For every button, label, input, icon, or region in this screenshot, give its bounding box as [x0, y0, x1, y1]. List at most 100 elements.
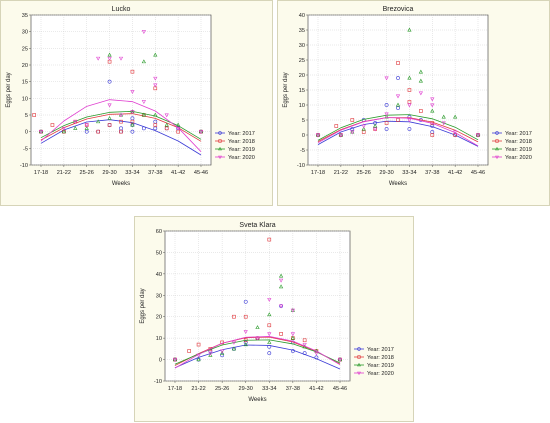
fit-curve [174, 336, 341, 369]
legend-marker [218, 139, 222, 143]
data-point-square [384, 121, 389, 125]
data-point-square [334, 124, 339, 128]
x-tick-label: 37-38 [148, 170, 162, 176]
x-tick-label: 37-38 [286, 386, 300, 392]
data-point-square [302, 338, 307, 343]
data-point-triangle [441, 114, 446, 119]
legend-marker [357, 362, 361, 367]
x-tick-label: 29-30 [239, 386, 253, 392]
legend-label: Year: 2019 [228, 147, 255, 153]
y-axis-label: Eggs per day [283, 72, 289, 107]
data-point-triangle-down [290, 332, 295, 337]
legend-marker [218, 131, 222, 135]
data-point-square [430, 133, 435, 137]
panel-sveta-klara: -10 0 10 20 30 40 50 60 17-18 21-22 25-26 29-30 33-3… [134, 216, 414, 422]
y-tick-label: 30 [22, 30, 28, 36]
data-point-triangle [107, 116, 112, 120]
data-point-triangle-down [96, 56, 101, 61]
data-point-triangle [141, 112, 146, 117]
y-tick-label: 5 [302, 118, 305, 124]
x-tick-label: 21-22 [334, 170, 348, 176]
data-point-triangle [407, 75, 412, 80]
data-point-triangle [395, 102, 401, 107]
y-tick-label: 25 [22, 46, 28, 52]
data-point-triangle-down [338, 133, 343, 138]
data-point-triangle-down [302, 343, 307, 347]
data-point-square [396, 61, 400, 65]
legend-label: Year: 2019 [367, 363, 394, 369]
x-tick-label: 41-42 [171, 170, 185, 176]
x-tick-label: 41-42 [309, 386, 323, 392]
legend-marker [495, 131, 499, 135]
data-point-triangle-down [475, 133, 481, 138]
data-point-square [243, 314, 248, 319]
data-point-triangle [141, 59, 146, 64]
legend-label: Year: 2020 [228, 155, 255, 161]
x-tick-label: 33-34 [262, 386, 276, 392]
panel-lucko: -10 -5 0 5 10 15 20 25 30 35 17-18 21-22 25-26 29-30 3… [0, 0, 273, 206]
fit-curve [317, 114, 479, 141]
data-point-triangle-down [153, 76, 158, 81]
data-point-square [119, 119, 123, 124]
y-tick-label: 20 [299, 73, 305, 79]
legend-marker [357, 355, 361, 359]
data-point-triangle [278, 273, 284, 278]
x-tick-label: 17-18 [311, 170, 325, 176]
y-tick-label: 50 [156, 250, 162, 256]
data-point-triangle-down [337, 358, 343, 362]
x-tick-label: 29-30 [379, 170, 393, 176]
fit-curve [40, 110, 202, 140]
x-tick-label: 45-46 [471, 170, 485, 176]
series-3 [38, 30, 204, 152]
x-tick-label: 33-34 [125, 170, 139, 176]
data-point-triangle [453, 114, 458, 119]
y-tick-label: 20 [156, 315, 162, 321]
data-point-square [419, 109, 423, 113]
y-tick-label: 30 [156, 293, 162, 299]
legend-label: Year: 2020 [367, 371, 394, 377]
data-point-square [50, 123, 55, 127]
data-point-triangle-down [441, 121, 446, 126]
y-tick-label: 5 [25, 113, 28, 119]
data-point-circle [130, 129, 135, 134]
y-tick-label: 0 [25, 130, 28, 136]
data-point-circle [384, 127, 389, 131]
data-point-triangle-down [118, 113, 124, 118]
data-point-triangle [267, 340, 272, 344]
legend-marker [495, 139, 499, 143]
data-point-square [164, 126, 169, 131]
data-point-triangle-down [384, 76, 389, 81]
data-point-triangle-down [315, 133, 321, 138]
x-tick-label: 37-38 [425, 170, 439, 176]
data-point-square [130, 69, 135, 74]
y-tick-label: -10 [297, 163, 305, 169]
legend-label: Year: 2017 [367, 347, 394, 353]
chart-svg: -10 0 10 20 30 40 50 60 17-18 21-22 25-26 29-30 33-3… [140, 222, 394, 403]
x-tick-label: 25-26 [357, 170, 371, 176]
data-point-square [96, 129, 100, 134]
data-point-square [32, 113, 36, 117]
data-point-circle [220, 353, 225, 358]
data-point-triangle-down [141, 100, 146, 104]
data-point-triangle-down [107, 56, 112, 61]
legend-label: Year: 2018 [367, 355, 394, 361]
y-tick-label: 10 [156, 336, 162, 342]
legend-label: Year: 2018 [505, 139, 532, 145]
panel-brezovica: -10 -5 0 5 10 15 20 25 30 35 40 17-18 21-22 25-26 29-3… [277, 0, 550, 206]
data-point-circle [243, 340, 248, 345]
data-point-triangle-down [430, 97, 435, 102]
x-tick-label: 17-18 [168, 386, 182, 392]
legend-marker [357, 371, 361, 376]
data-point-triangle-down [84, 123, 89, 128]
data-point-circle [407, 127, 412, 131]
data-point-triangle-down [243, 330, 248, 335]
legend-label: Year: 2019 [505, 147, 532, 153]
data-point-triangle-down [278, 278, 284, 283]
y-tick-label: -10 [154, 379, 162, 385]
data-point-triangle [73, 126, 78, 130]
data-point-triangle [361, 126, 366, 131]
legend-marker [218, 146, 222, 151]
data-point-square [267, 323, 272, 328]
y-tick-label: -10 [20, 163, 28, 169]
y-tick-label: 20 [22, 63, 28, 69]
